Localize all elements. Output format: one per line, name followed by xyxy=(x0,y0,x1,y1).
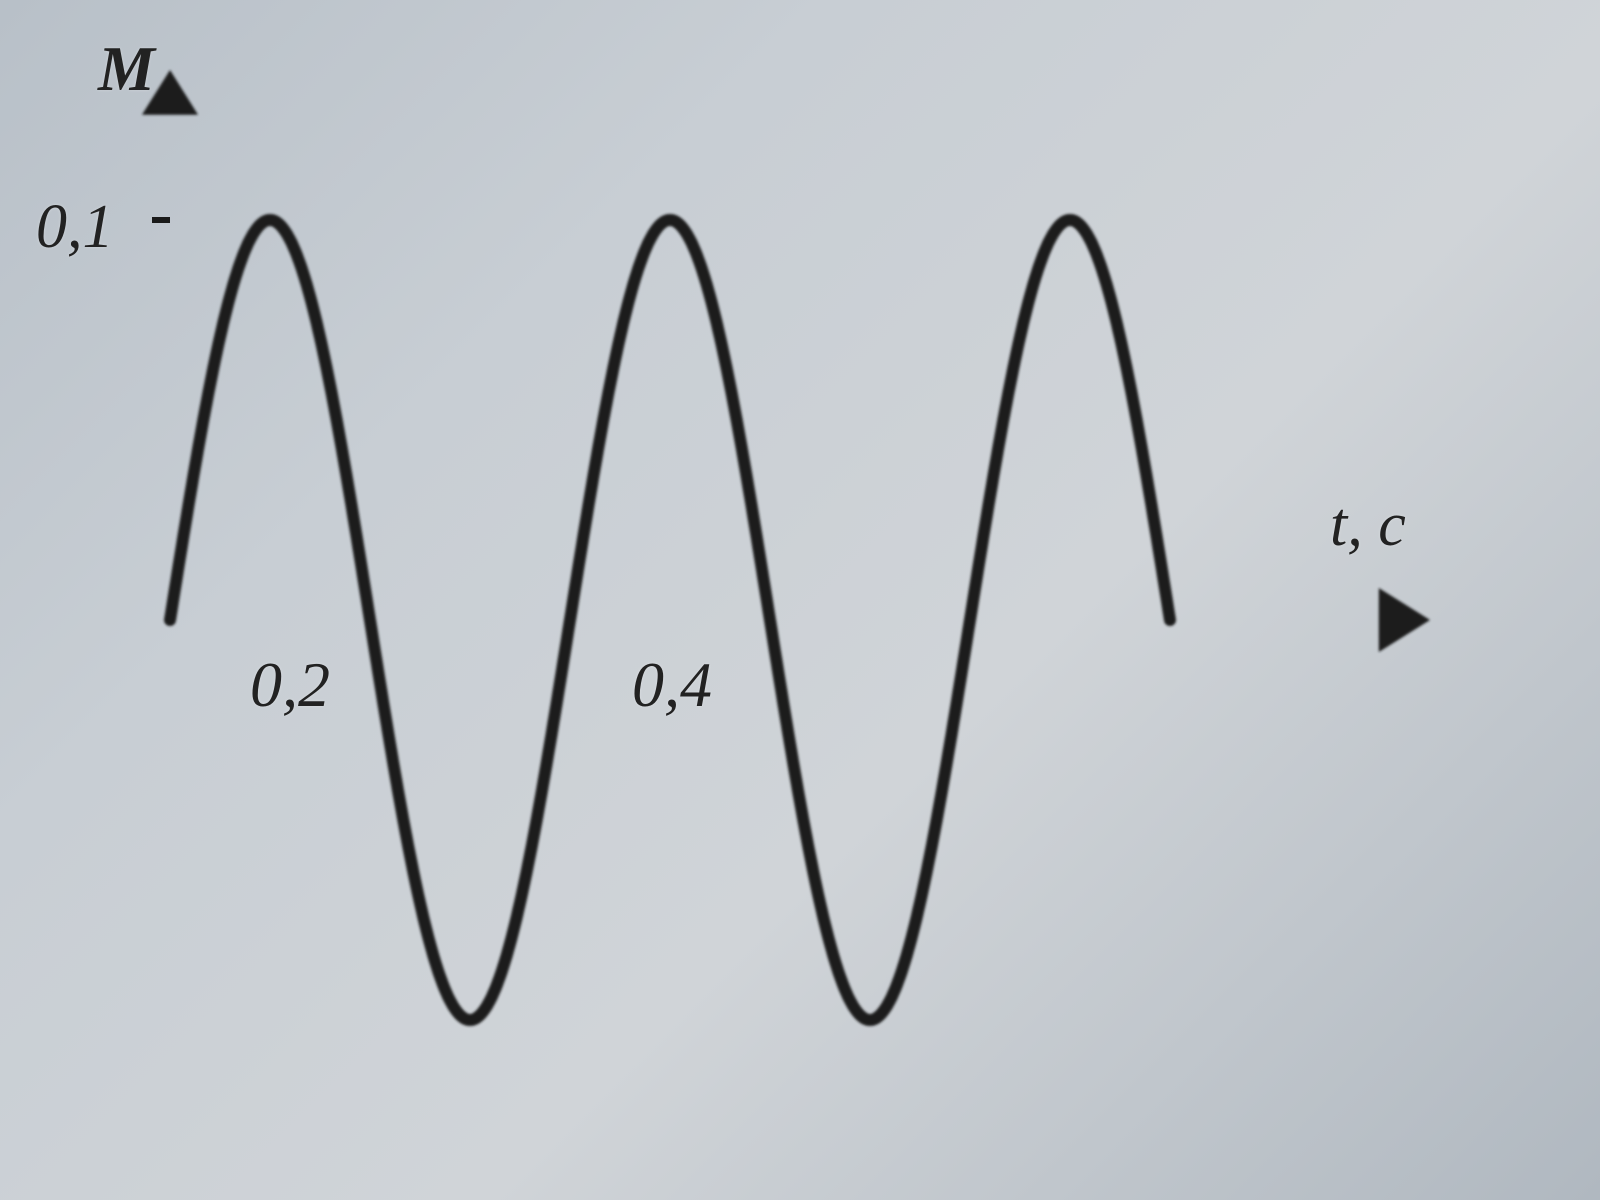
oscillation-chart: M t, c 0,1 0,2 0,4 xyxy=(0,0,1600,1200)
x-tick-label-1: 0,2 xyxy=(250,648,330,722)
chart-svg xyxy=(0,0,1600,1200)
x-axis-label: t, c xyxy=(1330,490,1406,561)
y-tick-label: 0,1 xyxy=(36,192,114,263)
y-axis-label: M xyxy=(98,32,155,106)
x-tick-label-2: 0,4 xyxy=(632,648,712,722)
